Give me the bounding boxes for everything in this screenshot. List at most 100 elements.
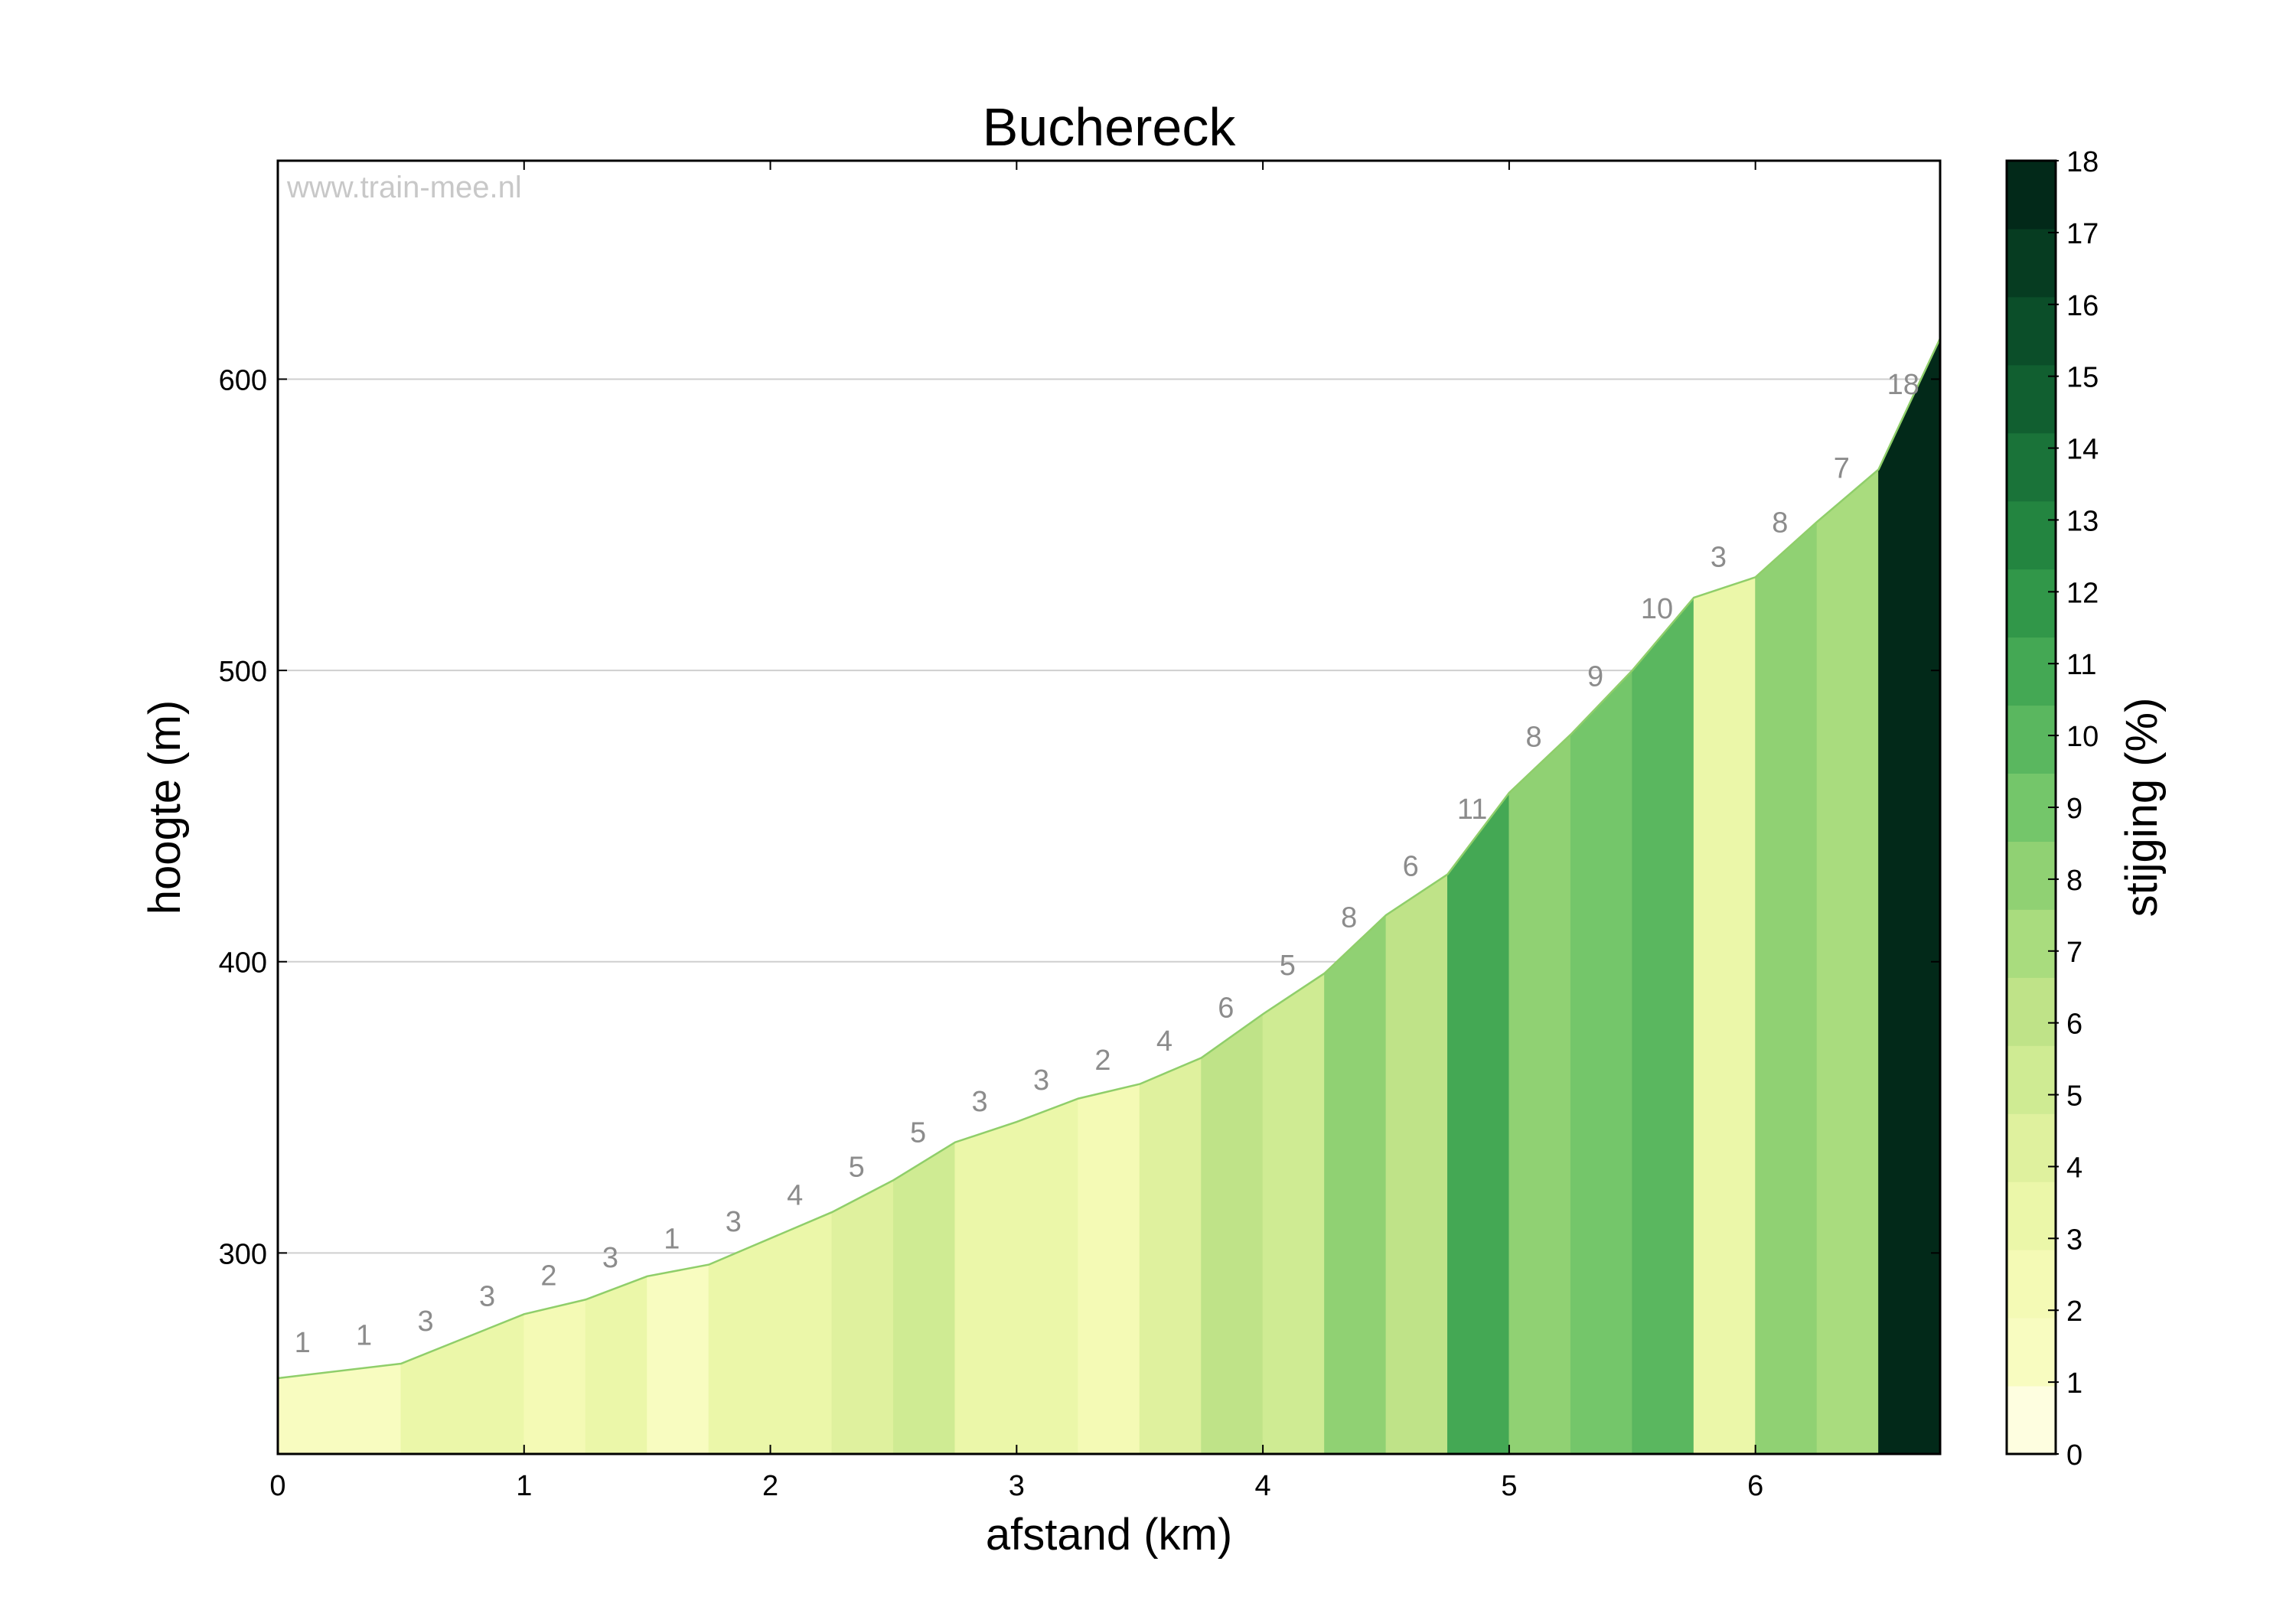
profile-segment xyxy=(831,1179,894,1455)
colorbar-swatch xyxy=(2007,569,2056,638)
grade-label: 4 xyxy=(787,1180,803,1212)
grade-label: 3 xyxy=(1711,541,1727,573)
colorbar-swatch xyxy=(2007,1113,2056,1182)
grade-label: 18 xyxy=(1887,369,1919,401)
x-tick-label: 2 xyxy=(762,1470,778,1502)
colorbar-tick-label: 9 xyxy=(2066,793,2082,825)
grade-label: 5 xyxy=(1280,950,1296,982)
colorbar-tick-label: 8 xyxy=(2066,865,2082,897)
grade-label: 3 xyxy=(417,1305,433,1338)
grade-label: 3 xyxy=(602,1242,618,1274)
colorbar-tick-label: 6 xyxy=(2066,1009,2082,1041)
watermark: www.train-mee.nl xyxy=(286,171,522,204)
profile-segment xyxy=(954,1121,1017,1455)
grade-label: 5 xyxy=(849,1151,865,1183)
grade-label: 1 xyxy=(356,1320,372,1352)
colorbar-swatch xyxy=(2007,500,2056,570)
profile-segment xyxy=(893,1142,956,1455)
colorbar-swatch xyxy=(2007,637,2056,706)
profile-segment xyxy=(647,1264,709,1455)
profile-segment xyxy=(1878,338,1941,1455)
colorbar-swatch xyxy=(2007,1250,2056,1319)
colorbar-swatch xyxy=(2007,841,2056,910)
x-tick-label: 6 xyxy=(1747,1470,1763,1502)
profile-segment xyxy=(1201,1013,1264,1455)
colorbar-tick-label: 13 xyxy=(2066,505,2099,537)
x-tick-label: 4 xyxy=(1255,1470,1271,1502)
colorbar-swatch xyxy=(2007,296,2056,366)
x-axis-label: afstand (km) xyxy=(986,1510,1232,1560)
colorbar-label: stijging (%) xyxy=(2117,698,2167,918)
colorbar-tick-label: 15 xyxy=(2066,362,2099,394)
grade-label: 11 xyxy=(1457,794,1487,826)
colorbar-swatch xyxy=(2007,161,2056,230)
x-tick-label: 3 xyxy=(1009,1470,1025,1502)
profile-line xyxy=(277,337,1942,1380)
y-tick-label: 600 xyxy=(219,364,267,396)
y-tick-label: 400 xyxy=(219,947,267,980)
colorbar-swatch xyxy=(2007,773,2056,842)
colorbar-swatch xyxy=(2007,1386,2056,1455)
profile-segment xyxy=(1262,973,1325,1455)
colorbar-swatch xyxy=(2007,909,2056,978)
profile-segment xyxy=(708,1211,833,1455)
profile-segment xyxy=(1139,1057,1202,1455)
profile-segment xyxy=(1816,468,1879,1455)
grade-label: 4 xyxy=(1156,1025,1172,1058)
colorbar-tick-label: 4 xyxy=(2066,1152,2082,1184)
x-tick-label: 0 xyxy=(269,1470,285,1502)
grade-label: 9 xyxy=(1587,660,1603,693)
colorbar-tick-label: 1 xyxy=(2066,1367,2082,1400)
colorbar-swatch xyxy=(2007,364,2056,434)
grade-label: 8 xyxy=(1525,722,1541,754)
profile-segment xyxy=(1755,521,1818,1455)
colorbar-tick-label: 12 xyxy=(2066,577,2099,609)
grade-label: 3 xyxy=(971,1086,987,1118)
profile-segment xyxy=(1078,1084,1140,1455)
plot-frame xyxy=(276,159,1942,1455)
profile-segment xyxy=(1508,733,1571,1455)
colorbar-tick-label: 18 xyxy=(2066,146,2099,178)
profile-segment xyxy=(1385,873,1448,1455)
profile-segment xyxy=(523,1299,586,1455)
colorbar-swatch xyxy=(2007,705,2056,774)
profile-segment xyxy=(1693,576,1756,1455)
colorbar-swatch xyxy=(2007,1318,2056,1387)
grade-label: 3 xyxy=(726,1206,742,1238)
grade-label: 5 xyxy=(910,1116,926,1149)
colorbar-tick-label: 14 xyxy=(2066,434,2099,466)
colorbar-swatch xyxy=(2007,228,2056,298)
colorbar-swatch xyxy=(2007,977,2056,1046)
grade-label: 8 xyxy=(1341,902,1357,934)
colorbar-tick-label: 16 xyxy=(2066,290,2099,322)
grade-label: 2 xyxy=(1094,1045,1110,1077)
x-tick-label: 5 xyxy=(1501,1470,1517,1502)
x-tick-label: 1 xyxy=(516,1470,532,1502)
y-tick-label: 300 xyxy=(219,1238,267,1270)
grade-label: 2 xyxy=(540,1260,556,1292)
colorbar-swatch xyxy=(2007,1182,2056,1250)
colorbar-tick-label: 10 xyxy=(2066,721,2099,753)
profile-segment xyxy=(1324,914,1387,1455)
colorbar-tick-label: 17 xyxy=(2066,218,2099,250)
grade-label: 1 xyxy=(295,1327,311,1359)
colorbar-tick-label: 7 xyxy=(2066,937,2082,969)
colorbar-swatch xyxy=(2007,1045,2056,1114)
grade-label: 7 xyxy=(1834,453,1850,485)
colorbar-tick-label: 2 xyxy=(2066,1296,2082,1328)
y-axis-label: hoogte (m) xyxy=(140,700,190,914)
profile-segment xyxy=(277,1363,402,1455)
colorbar-tick-label: 3 xyxy=(2066,1224,2082,1256)
profile-segment xyxy=(1570,670,1633,1455)
colorbar-tick-label: 5 xyxy=(2066,1081,2082,1113)
grade-label: 3 xyxy=(1033,1064,1049,1097)
profile-segment xyxy=(1447,791,1510,1455)
colorbar-swatch xyxy=(2007,432,2056,502)
grade-label: 6 xyxy=(1403,851,1419,883)
y-tick-label: 500 xyxy=(219,656,267,688)
profile-segment xyxy=(585,1276,648,1455)
grade-label: 3 xyxy=(479,1281,495,1313)
